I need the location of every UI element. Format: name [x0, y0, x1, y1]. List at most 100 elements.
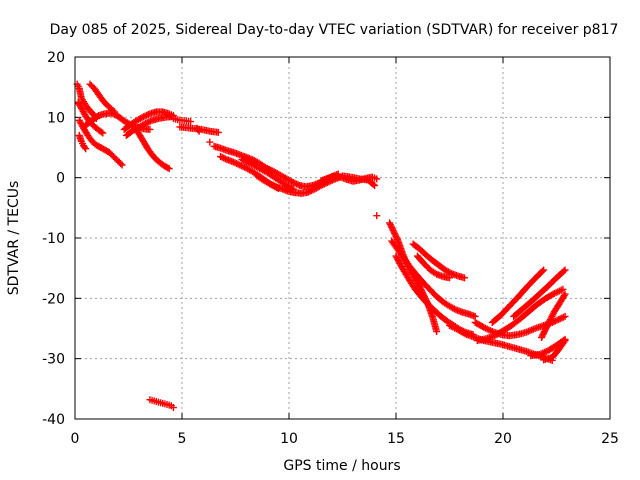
data-point — [289, 178, 297, 186]
data-point — [146, 125, 154, 133]
data-point — [551, 317, 559, 325]
data-point — [549, 311, 557, 319]
data-point — [446, 274, 453, 282]
series-arc-ab — [471, 312, 569, 340]
data-point — [560, 292, 568, 300]
data-point — [238, 156, 246, 164]
series-arc-ad — [488, 266, 548, 326]
data-point — [267, 180, 275, 188]
data-point — [373, 175, 381, 183]
data-point — [461, 330, 469, 338]
data-point — [187, 118, 195, 126]
data-point — [546, 316, 554, 324]
data-point — [165, 165, 173, 173]
series-arc-t — [339, 172, 379, 190]
series-arc-v — [386, 219, 441, 336]
data-point — [143, 111, 151, 119]
data-point — [214, 128, 222, 136]
series-arc-m — [206, 138, 214, 146]
data-point — [548, 312, 556, 320]
y-axis-label: SDTVAR / TECUs — [6, 181, 22, 296]
data-point — [558, 314, 566, 322]
series-arc-y — [409, 240, 468, 282]
y-tick-label: 10 — [47, 110, 65, 126]
data-point — [236, 161, 244, 169]
data-point — [164, 164, 172, 172]
data-point — [269, 181, 277, 189]
x-tick-label: 20 — [494, 431, 512, 447]
data-point — [239, 163, 247, 171]
data-point — [142, 119, 150, 127]
data-point — [553, 316, 561, 324]
data-point — [233, 159, 241, 167]
series-arc-z — [413, 252, 453, 282]
data-point — [217, 153, 225, 161]
data-point — [234, 160, 242, 168]
series-arc-j — [169, 115, 195, 126]
x-tick-label: 25 — [601, 431, 619, 447]
data-point — [248, 160, 256, 168]
data-point — [546, 317, 554, 325]
data-point — [109, 110, 117, 118]
series-arc-d — [75, 116, 126, 169]
data-point — [99, 129, 107, 137]
series-arc-l — [176, 123, 222, 136]
plot-frame — [74, 56, 611, 420]
series-arc-ai — [146, 396, 177, 412]
data-point — [141, 112, 149, 120]
series-arc-w — [388, 237, 479, 320]
data-point — [545, 319, 553, 327]
data-point — [81, 143, 89, 151]
series-arc-aa — [446, 321, 556, 364]
data-point — [231, 159, 239, 167]
data-point — [265, 165, 273, 173]
data-point — [118, 161, 126, 169]
data-point — [556, 315, 564, 323]
data-point — [240, 156, 248, 164]
data-point — [559, 285, 567, 293]
x-tick-label: 10 — [280, 431, 298, 447]
y-tick-label: 0 — [56, 171, 65, 187]
tick-labels: 0 5 10 15 20 25 -40 -30 -20 -10 0 10 20 — [42, 50, 619, 447]
data-point — [561, 312, 569, 320]
data-point — [218, 153, 226, 161]
data-point — [292, 180, 300, 188]
data-point — [117, 160, 125, 168]
data-point — [221, 155, 229, 163]
series-arc-i — [131, 124, 173, 173]
data-point — [561, 337, 569, 345]
data-point — [143, 119, 151, 127]
data-point — [264, 165, 272, 173]
data-point — [371, 182, 379, 190]
data-point — [266, 180, 274, 188]
data-point — [559, 313, 567, 321]
data-point — [169, 404, 177, 412]
series-arc-u — [373, 212, 381, 220]
data-point — [291, 179, 299, 187]
data-point — [450, 305, 458, 313]
data-point — [560, 267, 568, 275]
data-point — [294, 181, 302, 189]
data-point — [271, 182, 279, 190]
data-point — [145, 118, 153, 126]
x-tick-label: 0 — [71, 431, 80, 447]
data-point — [246, 159, 254, 167]
data-point — [540, 266, 548, 274]
data-point — [547, 314, 555, 322]
data-point — [229, 158, 237, 166]
data-point — [561, 290, 569, 298]
data-point — [107, 109, 115, 117]
data-point — [369, 180, 377, 188]
data-point — [243, 158, 251, 166]
data-point — [267, 166, 275, 174]
y-tick-label: -30 — [42, 352, 65, 368]
series-arc-e — [75, 131, 90, 153]
series-arc-ac — [473, 285, 567, 345]
chart-title: Day 085 of 2025, Sidereal Day-to-day VTE… — [50, 22, 619, 38]
data-point — [544, 320, 552, 328]
series-arc-ae — [510, 266, 569, 320]
y-tick-label: -40 — [42, 412, 65, 428]
data-point — [97, 128, 105, 136]
data-point — [244, 159, 252, 167]
